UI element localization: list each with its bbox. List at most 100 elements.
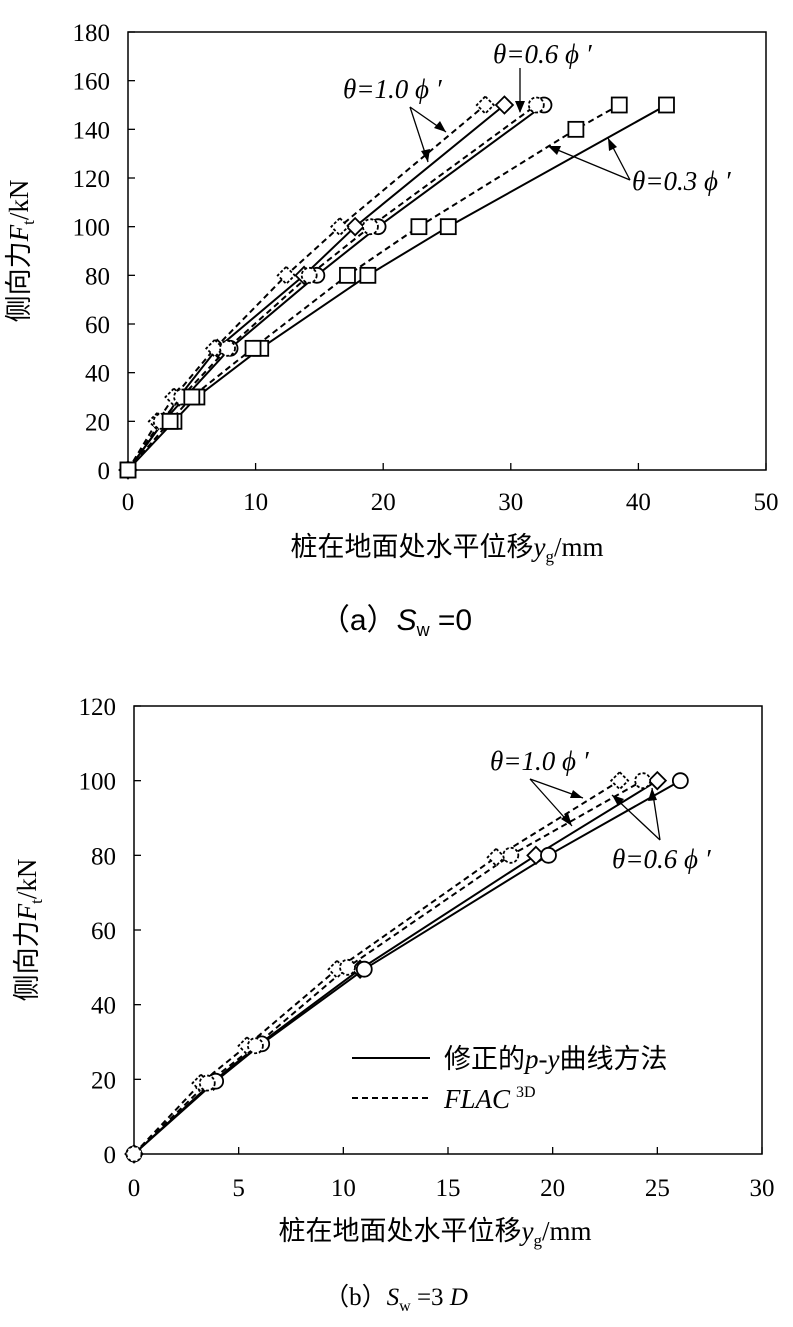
chart-a-point-theta-03-flac [339, 266, 356, 284]
chart-a-x-tick-label: 30 [498, 489, 523, 516]
chart-b-caption: （b）Sw =3 D [324, 1283, 468, 1315]
chart-a-annotation-theta-03: θ=0.3 ϕ ′ [632, 166, 732, 196]
chart-a-point-theta-06-flac [362, 218, 379, 236]
chart-b-x-tick-label: 10 [331, 1175, 356, 1202]
chart-a-point-theta-10-flac [330, 216, 350, 237]
chart-b-point-theta-06-flac [502, 846, 520, 864]
chart-a-point-theta-03-flac [410, 218, 428, 236]
chart-b-y-tick-label: 80 [91, 843, 116, 870]
chart-b-y-tick-label: 100 [79, 769, 117, 796]
chart-a-y-tick-label: 20 [85, 409, 110, 436]
chart-a-x-tick-label: 50 [754, 489, 779, 516]
chart-a-point-theta-03-py [439, 218, 457, 236]
chart-a-annotation-theta-06: θ=0.6 ϕ ′ [493, 39, 593, 69]
chart-a-point-theta-06-flac [527, 96, 545, 114]
chart-b-x-tick-label: 20 [540, 1175, 565, 1202]
chart-b-series-theta-10-py-line [133, 779, 658, 1155]
chart-a-point-theta-10-flac [204, 338, 225, 359]
chart-a-point-theta-03-py [658, 96, 675, 114]
chart-a-x-tick-label: 20 [371, 489, 396, 516]
chart-a-arrowhead-2 [434, 121, 446, 132]
chart-a-point-theta-06-flac [219, 339, 236, 357]
chart-b-point-theta-06-py [671, 772, 689, 790]
chart-a-y-tick-label: 60 [85, 312, 110, 339]
chart-a-y-tick-label: 180 [73, 20, 111, 47]
chart-a-point-theta-10-py [494, 95, 515, 115]
chart-a-y-tick-label: 80 [85, 263, 110, 290]
chart-a-y-tick-label: 100 [73, 215, 111, 242]
chart-a-caption: （a）Sw =0 [320, 604, 472, 640]
legend-dashed-label: FLAC 3D [443, 1084, 536, 1114]
chart-b-y-tick-label: 20 [91, 1067, 116, 1094]
chart-a-frame [127, 31, 767, 471]
chart-a-series-theta-03-flac-line [127, 104, 620, 471]
chart-b: 0 5 10 15 20 25 30 0 20 40 60 80 100 120 侧向力Ft/kN 桩在地… [12, 694, 775, 1315]
chart-a-point-theta-03-flac [567, 120, 585, 138]
chart-b-x-axis-label: 桩在地面处水平位移yg/mm [279, 1216, 592, 1250]
legend-solid-label: 修正的p-y曲线方法 [444, 1044, 667, 1074]
chart-a-y-tick-label: 160 [73, 69, 111, 96]
chart-a-series-theta-03-py-line [127, 104, 667, 471]
chart-a-arrow-heads [421, 101, 617, 162]
chart-b-legend: 修正的p-y曲线方法 FLAC 3D [352, 1044, 667, 1114]
chart-a-point-theta-03-flac [183, 388, 201, 406]
chart-b-point-theta-10-py [647, 770, 668, 791]
chart-a-y-axis-label: 侧向力Ft/kN [4, 180, 38, 323]
chart-b-annotation-theta-06: θ=0.6 ϕ ′ [612, 844, 712, 874]
chart-a-point-theta-06-flac [300, 266, 318, 284]
chart-b-y-tick-label: 120 [79, 694, 117, 721]
chart-a-arrowhead-5 [608, 138, 617, 151]
chart-a-point-theta-03-py [359, 266, 377, 284]
chart-b-y-tick-label: 60 [91, 918, 116, 945]
chart-a-point-theta-10-flac [276, 265, 296, 286]
chart-a-arrowhead-3 [515, 101, 525, 113]
chart-a-y-tick-label: 0 [98, 458, 111, 485]
chart-a-annotation-theta-1: θ=1.0 ϕ ′ [343, 74, 443, 104]
chart-a-y-tick-label: 120 [73, 166, 111, 193]
chart-b-x-tick-label: 25 [645, 1175, 670, 1202]
chart-b-series-theta-10-flac-line [133, 779, 621, 1155]
chart-a-arrow-theta-03-a [547, 145, 631, 181]
chart-b-point-theta-06-flac [125, 1145, 143, 1163]
chart-a-series-theta-10-py-line [127, 104, 506, 471]
chart-b-arrowhead-1 [561, 813, 572, 826]
chart-b-y-axis-label: 侧向力Ft/kN [12, 859, 46, 1002]
chart-b-point-theta-06-flac [634, 772, 652, 790]
chart-b-series-theta-06-flac-line [133, 779, 644, 1155]
chart-b-y-tick-label: 0 [104, 1142, 117, 1169]
chart-b-arrowhead-2 [570, 790, 583, 798]
chart-b-arrowhead-3 [612, 795, 624, 806]
chart-b-point-theta-06-flac [339, 958, 356, 976]
chart-a-series-theta-06-py-line [127, 104, 545, 471]
chart-b-point-theta-06-py [355, 960, 373, 978]
chart-b-point-theta-06-flac [198, 1074, 216, 1092]
chart-b-x-tick-label: 5 [232, 1175, 245, 1202]
chart-a-point-theta-10-flac [475, 95, 496, 115]
chart-a-x-axis-label: 桩在地面处水平位移yg/mm [291, 532, 604, 566]
chart-b-arrow-heads [561, 788, 657, 826]
chart-a: 0 10 20 30 40 50 0 20 40 60 80 100 120 140 160 180 侧向力F… [4, 20, 779, 640]
chart-b-x-tick-label: 0 [128, 1175, 141, 1202]
chart-b-annotation-arrows [529, 778, 661, 841]
chart-b-point-theta-10-flac [486, 847, 506, 867]
chart-a-arrowhead-1 [421, 149, 430, 162]
chart-b-point-theta-06-flac [247, 1037, 264, 1055]
chart-a-point-theta-03-flac [244, 339, 262, 357]
chart-a-x-tick-label: 0 [122, 489, 135, 516]
chart-b-annotation-theta-1: θ=1.0 ϕ ′ [490, 746, 590, 776]
chart-a-point-theta-03-flac [610, 96, 628, 114]
chart-b-arrowhead-4 [648, 788, 657, 801]
chart-b-point-theta-06-py [540, 846, 557, 864]
chart-b-x-tick-label: 15 [436, 1175, 461, 1202]
chart-a-y-tick-label: 140 [73, 117, 111, 144]
chart-b-series-theta-06-py-line [133, 779, 681, 1155]
chart-b-point-theta-10-flac [609, 770, 630, 791]
chart-b-y-tick-label: 40 [91, 993, 116, 1020]
chart-a-point-theta-03-flac [119, 461, 137, 479]
chart-a-x-tick-label: 10 [243, 489, 268, 516]
chart-a-point-theta-10-py [345, 216, 365, 237]
chart-a-x-tick-label: 40 [626, 489, 651, 516]
chart-a-point-theta-03-flac [161, 412, 179, 430]
chart-a-y-tick-label: 40 [85, 361, 110, 388]
